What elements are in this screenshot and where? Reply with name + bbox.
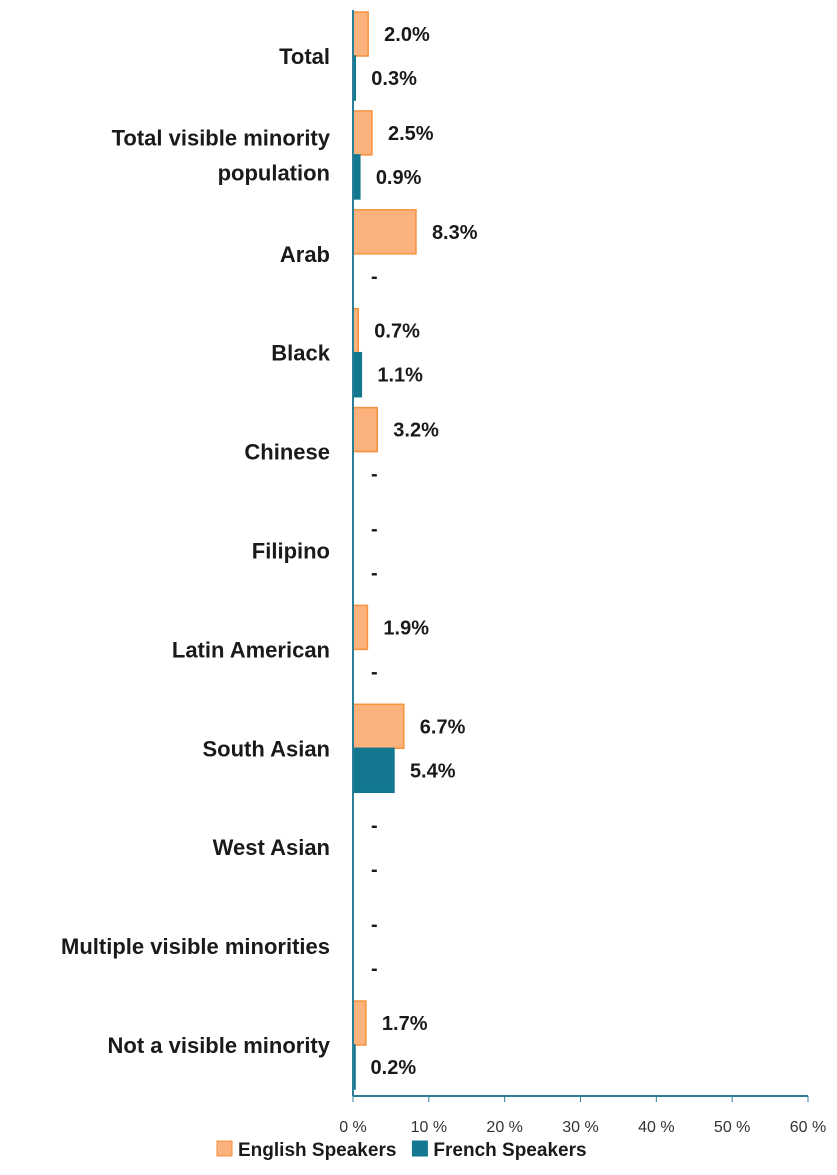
value-label-english-speakers-total-visible-minority-population: 2.5%: [388, 123, 434, 145]
legend-label-english-speakers: English Speakers: [238, 1140, 396, 1161]
value-label-french-speakers-south-asian: 5.4%: [410, 760, 456, 782]
category-label-not-a-visible-minority: Not a visible minority: [108, 1033, 331, 1058]
value-label-french-speakers-latin-american: -: [371, 661, 378, 683]
category-label-latin-american: Latin American: [172, 637, 330, 662]
bar-english-speakers-latin-american: [352, 604, 369, 651]
x-tick-label-40: 40 %: [638, 1119, 674, 1136]
legend-label-french-speakers: French Speakers: [433, 1140, 586, 1161]
category-labels-layer: Total Total visible minority population Ara…: [61, 44, 331, 1058]
legend: English Speakers French Speakers: [216, 1140, 587, 1161]
bar-english-speakers-not-a-visible-minority: [352, 1000, 367, 1046]
category-label-filipino: Filipino: [252, 539, 330, 564]
category-label-chinese: Chinese: [244, 440, 330, 465]
value-label-english-speakers-black: 0.7%: [374, 321, 420, 343]
value-label-french-speakers-not-a-visible-minority: 0.2%: [371, 1057, 417, 1079]
bar-french-speakers-black: [352, 351, 363, 398]
bar-english-speakers-chinese: [352, 406, 379, 453]
legend-swatch-english-speakers: [216, 1140, 233, 1157]
value-label-french-speakers-black: 1.1%: [377, 365, 423, 387]
category-label-black: Black: [271, 341, 330, 366]
value-label-english-speakers-west-asian: -: [371, 815, 378, 837]
value-label-french-speakers-total-visible-minority-population: 0.9%: [376, 167, 422, 189]
value-label-french-speakers-arab: -: [371, 266, 378, 288]
value-label-english-speakers-filipino: -: [371, 519, 378, 541]
value-label-english-speakers-arab: 8.3%: [432, 222, 478, 244]
x-tick-label-50: 50 %: [714, 1119, 750, 1136]
value-label-french-speakers-filipino: -: [371, 563, 378, 585]
bar-french-speakers-south-asian: [352, 747, 395, 794]
category-label-west-asian: West Asian: [213, 835, 330, 860]
bar-french-speakers-total-visible-minority-population: [352, 154, 361, 200]
x-axis: 0 % 10 % 20 % 30 % 40 % 50 % 60 %: [339, 10, 826, 1136]
value-label-english-speakers-multiple-visible-minorities: -: [371, 914, 378, 936]
value-label-english-speakers-chinese: 3.2%: [393, 420, 439, 442]
bar-english-speakers-total-visible-minority-population: [352, 110, 373, 156]
bar-english-speakers-south-asian: [352, 703, 405, 750]
value-label-english-speakers-latin-american: 1.9%: [383, 617, 429, 639]
legend-swatch-french-speakers: [411, 1140, 428, 1157]
value-label-english-speakers-south-asian: 6.7%: [420, 716, 466, 738]
bar-english-speakers-arab: [352, 209, 417, 255]
category-label-total-visible-minority-population: Total visible minority population: [112, 125, 331, 185]
category-label-total: Total: [279, 44, 330, 69]
x-tick-label-0: 0 %: [339, 1119, 367, 1136]
value-label-french-speakers-west-asian: -: [371, 859, 378, 881]
x-tick-label-20: 20 %: [486, 1119, 522, 1136]
x-tick-label-10: 10 %: [411, 1119, 447, 1136]
x-tick-label-60: 60 %: [790, 1119, 826, 1136]
value-label-french-speakers-chinese: -: [371, 464, 378, 486]
category-label-arab: Arab: [280, 242, 330, 267]
category-label-south-asian: South Asian: [202, 736, 330, 761]
value-labels-layer: 2.0%0.3%2.5%0.9%8.3%-0.7%1.1%3.2%---1.9%…: [371, 24, 478, 1079]
x-tick-label-30: 30 %: [562, 1119, 598, 1136]
value-label-french-speakers-multiple-visible-minorities: -: [371, 958, 378, 980]
value-label-french-speakers-total: 0.3%: [371, 68, 417, 90]
category-label-multiple-visible-minorities: Multiple visible minorities: [61, 934, 330, 959]
value-label-english-speakers-not-a-visible-minority: 1.7%: [382, 1013, 428, 1035]
value-label-english-speakers-total: 2.0%: [384, 24, 430, 46]
bar-english-speakers-total: [352, 11, 369, 57]
